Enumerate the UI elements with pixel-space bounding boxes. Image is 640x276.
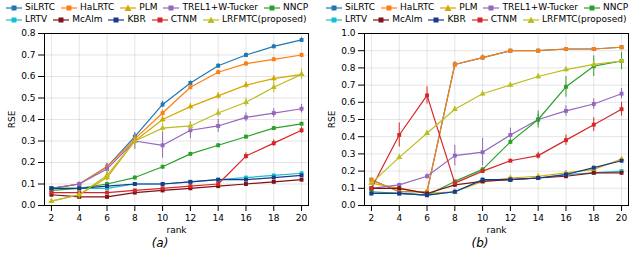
html-text:LRTV: LRTV [25,14,48,24]
svg-text:RSE: RSE [327,110,337,128]
svg-text:0.1: 0.1 [341,183,355,193]
svg-text:20: 20 [616,213,628,223]
svg-text:2: 2 [49,213,55,223]
svg-text:4: 4 [76,213,82,223]
svg-text:0.5: 0.5 [21,93,35,103]
html-text:CTNM: CTNM [490,14,517,24]
html-text:HaLRTC: HaLRTC [80,2,115,12]
html-text:McAlm: McAlm [72,14,103,24]
svg-text:20: 20 [296,213,308,223]
svg-text:0.7: 0.7 [21,50,35,60]
html-text:PLM: PLM [139,2,158,12]
svg-text:16: 16 [240,213,252,223]
svg-text:0.0: 0.0 [341,200,356,210]
svg-text:18: 18 [268,213,280,223]
html-text:LRTV: LRTV [345,14,368,24]
html-text:KBR: KBR [447,14,466,24]
html-text:NNCP: NNCP [603,2,629,12]
svg-text:0.1: 0.1 [21,179,35,189]
svg-text:8: 8 [452,213,458,223]
svg-text:18: 18 [588,213,600,223]
svg-text:10: 10 [157,213,169,223]
svg-text:0.9: 0.9 [341,46,356,56]
html-text:TREL1+W-Tucker: TREL1+W-Tucker [182,2,259,12]
html-text:LRFMTC(proposed): LRFMTC(proposed) [222,14,307,24]
html-text:(b): (b) [471,236,489,250]
svg-text:0.3: 0.3 [21,136,35,146]
svg-text:6: 6 [104,213,110,223]
svg-text:4: 4 [396,213,402,223]
html-text:KBR: KBR [127,14,146,24]
svg-text:rank: rank [166,225,187,235]
svg-text:0.4: 0.4 [341,132,356,142]
svg-text:1.0: 1.0 [341,28,356,38]
svg-text:RSE: RSE [7,110,17,128]
svg-text:0.2: 0.2 [341,166,355,176]
svg-text:14: 14 [212,213,224,223]
html-text:PLM: PLM [459,2,478,12]
svg-text:2: 2 [369,213,375,223]
html-text:SiLRTC: SiLRTC [25,2,56,12]
html-text:LRFMTC(proposed): LRFMTC(proposed) [542,14,627,24]
svg-text:12: 12 [185,213,196,223]
svg-text:0.7: 0.7 [341,80,355,90]
svg-text:14: 14 [532,213,544,223]
svg-text:0.8: 0.8 [21,28,36,38]
svg-text:0.5: 0.5 [341,114,355,124]
svg-text:rank: rank [486,225,507,235]
html-text:McAlm: McAlm [392,14,423,24]
svg-text:0.6: 0.6 [21,71,36,81]
svg-text:8: 8 [132,213,138,223]
svg-text:0.0: 0.0 [21,200,36,210]
svg-text:0.6: 0.6 [341,97,356,107]
svg-text:0.8: 0.8 [341,63,356,73]
html-text:SiLRTC: SiLRTC [345,2,376,12]
html-text:(a): (a) [151,236,169,250]
html-text:HaLRTC: HaLRTC [400,2,435,12]
svg-text:0.4: 0.4 [21,114,36,124]
svg-text:0.3: 0.3 [341,149,355,159]
svg-text:16: 16 [560,213,572,223]
svg-text:12: 12 [505,213,516,223]
svg-text:0.2: 0.2 [21,157,35,167]
svg-text:6: 6 [424,213,430,223]
svg-text:10: 10 [477,213,489,223]
html-text:NNCP: NNCP [283,2,309,12]
html-text:CTNM: CTNM [170,14,197,24]
html-text:TREL1+W-Tucker: TREL1+W-Tucker [502,2,579,12]
